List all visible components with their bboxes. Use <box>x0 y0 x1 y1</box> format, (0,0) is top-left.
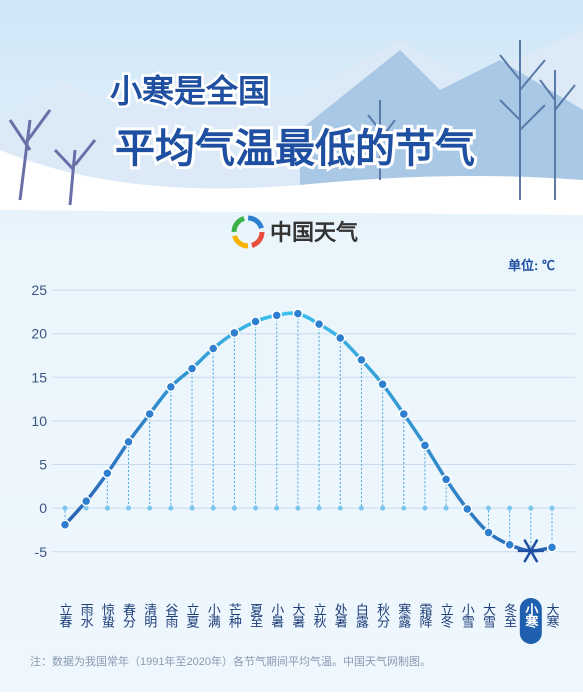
zero-dot <box>104 505 110 511</box>
point <box>271 310 282 321</box>
header-scene <box>0 30 583 215</box>
zero-dot <box>253 505 259 511</box>
zero-dot <box>231 505 237 511</box>
y-tick-label: 15 <box>31 369 47 385</box>
point <box>356 354 367 366</box>
x-tick-label: 小暑 <box>269 603 284 629</box>
x-tick-label: 芒种 <box>227 602 242 628</box>
point <box>80 495 92 507</box>
x-tick-label: 小满 <box>206 603 221 628</box>
x-tick-label: 雨水 <box>79 603 94 628</box>
x-tick-label: 秋分 <box>375 603 390 629</box>
x-tick-label: 大寒 <box>545 603 560 629</box>
x-tick-label: 夏至 <box>248 603 263 627</box>
point <box>313 318 325 330</box>
point <box>462 503 473 515</box>
zero-dot <box>189 505 195 511</box>
snowflake-marker <box>517 538 544 563</box>
point <box>504 539 515 551</box>
zero-dot <box>549 505 555 511</box>
point <box>144 408 155 420</box>
zero-dot <box>126 505 132 511</box>
point <box>229 327 240 339</box>
point <box>546 542 558 553</box>
zero-dot <box>62 505 68 511</box>
point <box>377 379 388 390</box>
x-tick-label: 立春 <box>58 603 73 628</box>
logo-text: 中国天气 <box>270 220 358 245</box>
zero-dot <box>485 505 491 511</box>
zero-dot <box>380 505 386 511</box>
x-tick-label: 小寒 <box>523 603 539 629</box>
highlight-pill <box>519 598 542 644</box>
x-tick-label: 立冬 <box>439 603 454 629</box>
snowflake-arm <box>529 538 539 552</box>
snowflake-arm <box>529 550 539 563</box>
unit-label: 单位: ℃ <box>508 258 555 273</box>
zero-dot <box>147 505 153 511</box>
x-tick-label: 大暑 <box>290 603 305 629</box>
x-tick-label: 小雪 <box>460 603 475 628</box>
zero-dot <box>528 505 534 511</box>
zero-dot <box>337 505 343 511</box>
point <box>292 308 304 319</box>
point <box>419 440 431 451</box>
point <box>440 474 452 485</box>
point <box>207 343 219 354</box>
plot: -5 0 5 10 15 20 25 立春 雨水 惊蛰 春分 清明 谷雨 立夏 小满 芒种 夏至 小暑 大暑 立秋 处暑… <box>31 282 575 644</box>
zero-dot <box>358 505 364 511</box>
x-tick-label: 立秋 <box>312 603 327 628</box>
point <box>59 519 71 530</box>
snowflake-arm <box>523 538 532 552</box>
x-tick-label: 惊蛰 <box>100 603 115 629</box>
zero-dot <box>83 505 89 511</box>
point <box>123 436 134 448</box>
zero-dot <box>168 505 174 511</box>
y-tick-label: 10 <box>31 413 47 429</box>
title-line: 小寒是全国 <box>110 73 270 109</box>
x-tick-label: 春分 <box>121 603 136 629</box>
y-tick-label: 20 <box>31 326 47 342</box>
x-tick-label: 清明 <box>142 603 157 629</box>
y-tick-label: -5 <box>35 544 48 560</box>
x-tick-label: 冬至 <box>502 602 517 627</box>
zero-dot <box>507 505 513 511</box>
point <box>186 363 198 374</box>
point <box>335 332 346 344</box>
y-tick-label: 0 <box>39 500 47 516</box>
zero-dot <box>316 505 322 511</box>
point <box>398 408 410 420</box>
x-tick-label: 霜降 <box>417 603 432 628</box>
x-tick-label: 谷雨 <box>163 603 178 628</box>
title-line: 平均气温最低的节气 <box>115 127 475 171</box>
point <box>102 468 113 479</box>
y-tick-label: 5 <box>39 457 47 473</box>
zero-dot <box>401 505 407 511</box>
zero-dot <box>295 505 301 511</box>
zero-dot <box>210 505 216 511</box>
x-tick-label: 处暑 <box>333 603 348 629</box>
point <box>165 381 177 393</box>
logo-icon <box>231 215 265 249</box>
zero-dot <box>274 505 280 511</box>
zero-dot <box>422 505 428 511</box>
point <box>483 527 494 538</box>
zero-dot <box>443 505 449 511</box>
footnote: 注：数据为我国常年（1991年至2020年）各节气期间平均气温。中国天气网制图。 <box>30 654 431 668</box>
x-tick-label: 白露 <box>354 602 369 628</box>
x-tick-label: 寒露 <box>396 602 411 628</box>
x-tick-label: 立夏 <box>185 603 200 628</box>
y-tick-label: 25 <box>31 282 47 298</box>
snowflake-arm <box>523 550 532 563</box>
point <box>250 316 261 327</box>
x-tick-label: 大雪 <box>481 603 496 628</box>
